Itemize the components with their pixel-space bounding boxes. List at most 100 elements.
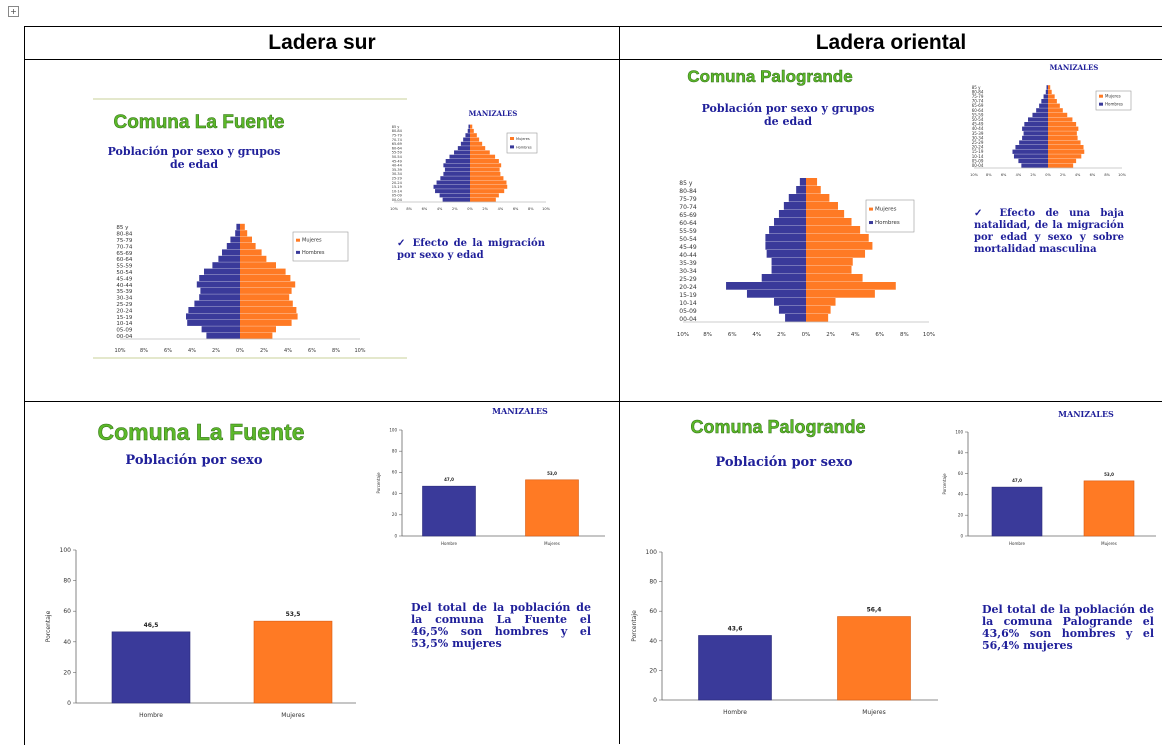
pct-tick-label: 10% bbox=[390, 207, 398, 211]
bar-hombres bbox=[457, 146, 470, 151]
pct-tick-label: 2% bbox=[452, 207, 458, 211]
y-tick-label: 40 bbox=[649, 638, 657, 645]
subtitle-line-2: de edad bbox=[170, 158, 218, 171]
age-tick-label: 00-04 bbox=[972, 163, 984, 168]
bar-mujeres bbox=[253, 620, 333, 704]
table-move-handle[interactable]: + bbox=[8, 6, 19, 17]
pct-tick-label: 2% bbox=[260, 348, 268, 354]
category-label: Mujeres bbox=[281, 712, 305, 719]
pct-tick-label: 0% bbox=[467, 207, 473, 211]
bar-chart-palogrande: 0 20 40 60 80 100 Porcentaje 43,6 Hombre 56,4 Muje… bbox=[631, 549, 938, 716]
bar-mujeres bbox=[240, 268, 286, 275]
bar-mujeres bbox=[1048, 131, 1077, 136]
manizales-title: MANIZALES bbox=[1050, 63, 1099, 72]
pct-tick-label: 4% bbox=[752, 332, 761, 338]
bar-mujeres bbox=[806, 266, 852, 274]
legend-swatch-mujeres bbox=[510, 137, 514, 140]
legend-label-mujeres: Mujeres bbox=[302, 238, 322, 244]
comuna-title: Comuna Palogrande bbox=[690, 417, 865, 437]
y-tick-label: 20 bbox=[392, 512, 398, 517]
age-tick-label: 10-14 bbox=[392, 189, 403, 193]
cell-la-fuente-pyramid: Comuna La Fuente Población por sexo y gr… bbox=[25, 60, 619, 401]
pct-tick-label: 2% bbox=[1030, 173, 1036, 177]
bar-mujeres bbox=[470, 141, 483, 146]
age-tick-label: 25-29 bbox=[972, 140, 984, 145]
bar-hombres bbox=[766, 250, 806, 258]
age-tick-label: 65-69 bbox=[679, 212, 697, 219]
age-tick-label: 55-59 bbox=[972, 112, 984, 117]
age-tick-label: 70-74 bbox=[392, 138, 403, 142]
bar-chart-manizales: 0 20 40 60 80 100 Porcentaje 47,0 Hombre 53,0 Muje… bbox=[376, 427, 605, 546]
header-ladera-oriental: Ladera oriental bbox=[815, 31, 967, 54]
bar-mujeres bbox=[240, 326, 276, 333]
bar-mujeres bbox=[470, 197, 496, 202]
bar-hombres bbox=[212, 262, 240, 269]
pct-tick-label: 6% bbox=[1090, 173, 1096, 177]
cell-palogrande-pyramid: Comuna Palogrande Población por sexo y g… bbox=[620, 60, 1162, 401]
legend-box bbox=[1095, 90, 1132, 111]
bar-mujeres bbox=[240, 313, 298, 320]
age-tick-label: 00-04 bbox=[392, 198, 403, 202]
bar-mujeres bbox=[525, 479, 579, 537]
la-fuente-pyramid-figure: Comuna La Fuente Población por sexo y gr… bbox=[93, 98, 551, 359]
bar-mujeres bbox=[1048, 149, 1085, 154]
age-tick-label: 10-14 bbox=[972, 154, 984, 159]
pct-tick-label: 0% bbox=[802, 332, 811, 338]
subtitle: Población por sexo bbox=[125, 453, 263, 468]
age-tick-label: 80-84 bbox=[392, 129, 403, 133]
bar-hombres bbox=[186, 313, 240, 320]
bar-hombres bbox=[194, 300, 240, 307]
bar-mujeres bbox=[470, 137, 480, 142]
y-tick-label: 0 bbox=[960, 533, 963, 538]
pct-tick-label: 0% bbox=[236, 348, 244, 354]
bar-mujeres bbox=[470, 146, 486, 151]
bar-mujeres bbox=[806, 178, 818, 186]
pct-tick-label: 4% bbox=[437, 207, 443, 211]
bar-mujeres bbox=[806, 314, 829, 322]
age-tick-label: 10-14 bbox=[679, 300, 697, 307]
pct-tick-label: 2% bbox=[212, 348, 220, 354]
age-tick-label: 05-09 bbox=[392, 194, 402, 198]
age-tick-label: 75-79 bbox=[392, 134, 402, 138]
palogrande-pyramid-figure: Comuna Palogrande Población por sexo y g… bbox=[677, 63, 1132, 338]
bar-mujeres bbox=[470, 133, 477, 138]
category-label: Hombre bbox=[1009, 541, 1025, 546]
bar-hombres bbox=[196, 281, 240, 288]
bar-mujeres bbox=[1048, 94, 1055, 99]
y-axis-label: Porcentaje bbox=[942, 473, 947, 495]
bar-mujeres bbox=[806, 298, 836, 306]
bar-mujeres bbox=[806, 258, 853, 266]
pct-tick-label: 8% bbox=[1104, 173, 1110, 177]
bar-hombres bbox=[199, 275, 240, 282]
age-tick-label: 50-54 bbox=[679, 236, 697, 243]
age-tick-label: 20-24 bbox=[972, 145, 984, 150]
age-tick-label: 05-09 bbox=[679, 308, 697, 315]
bar-hombres bbox=[230, 236, 240, 243]
y-tick-label: 80 bbox=[958, 450, 964, 455]
pct-tick-label: 8% bbox=[140, 348, 148, 354]
bar-hombres bbox=[765, 234, 806, 242]
age-tick-label: 45-49 bbox=[972, 122, 984, 127]
bar-hombres bbox=[769, 226, 806, 234]
age-tick-label: 45-49 bbox=[392, 159, 402, 163]
bar-mujeres bbox=[806, 186, 821, 194]
age-tick-label: 35-39 bbox=[679, 260, 697, 267]
bar-hombres bbox=[1024, 122, 1048, 127]
bar-hombres bbox=[746, 290, 806, 298]
pct-tick-label: 8% bbox=[986, 173, 992, 177]
age-tick-label: 65-69 bbox=[116, 251, 132, 257]
bar-hombres bbox=[436, 180, 470, 185]
bar-mujeres bbox=[470, 159, 499, 163]
pct-tick-label: 6% bbox=[728, 332, 737, 338]
pct-tick-label: 2% bbox=[482, 207, 488, 211]
age-tick-label: 70-74 bbox=[972, 99, 984, 104]
data-label: 47,0 bbox=[444, 477, 454, 482]
legend-swatch-mujeres bbox=[869, 207, 873, 211]
bar-hombres bbox=[799, 178, 806, 186]
age-tick-label: 40-44 bbox=[392, 164, 403, 168]
cell-palogrande-sex: Comuna Palogrande Población por sexo MAN… bbox=[620, 402, 1162, 744]
age-tick-label: 60-64 bbox=[972, 108, 984, 113]
pct-tick-label: 6% bbox=[164, 348, 172, 354]
y-tick-label: 20 bbox=[649, 667, 657, 674]
legend-label-hombres: Hombres bbox=[516, 145, 532, 149]
